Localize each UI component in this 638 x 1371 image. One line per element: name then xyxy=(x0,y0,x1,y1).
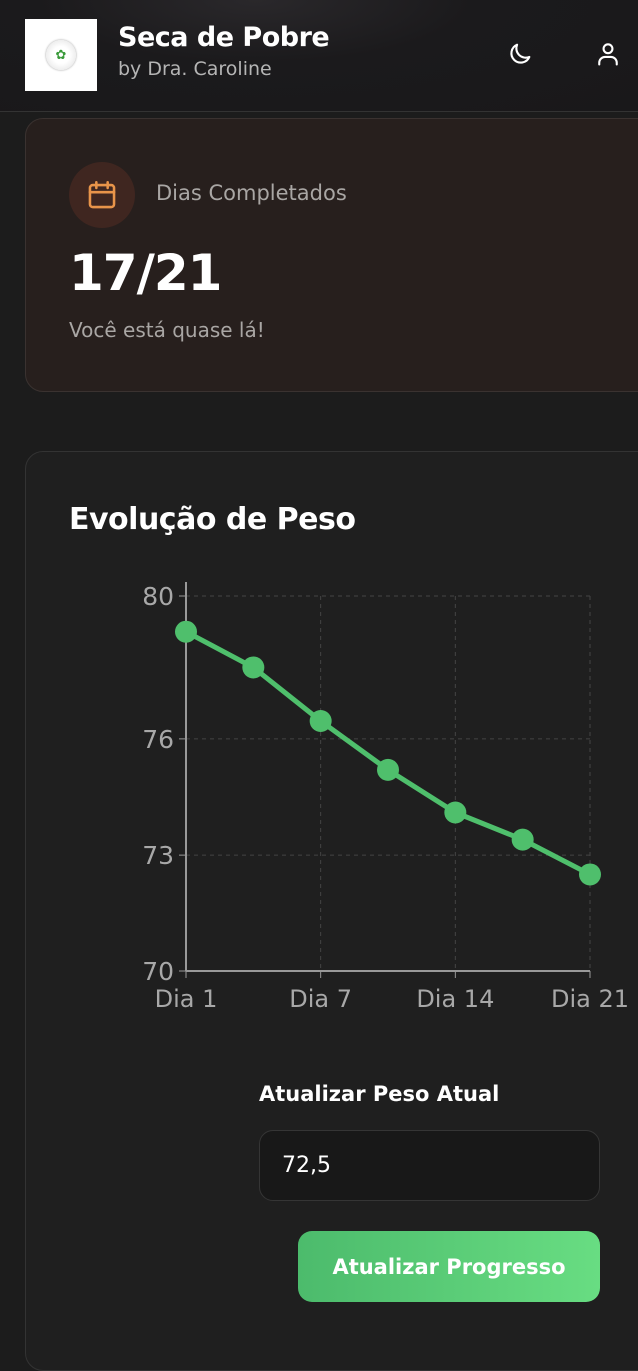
weight-point xyxy=(175,620,197,643)
days-completed-value: 17/21 xyxy=(69,244,222,302)
x-tick-label: Dia 21 xyxy=(551,985,629,1013)
current-weight-input[interactable] xyxy=(259,1130,600,1201)
encouragement-text: Você está quase lá! xyxy=(69,318,265,342)
weight-point xyxy=(377,758,399,781)
moon-icon[interactable] xyxy=(506,40,534,68)
y-tick-label: 73 xyxy=(142,841,174,870)
weight-evolution-card: Evolução de Peso 70 73 76 80 Dia 1 Dia 7 Dia 1… xyxy=(25,451,638,1371)
app-subtitle: by Dra. Caroline xyxy=(118,58,272,80)
x-tick-label: Dia 1 xyxy=(155,985,218,1013)
weight-point xyxy=(242,656,265,679)
weight-chart: 70 73 76 80 Dia 1 Dia 7 Dia 14 Dia 21 xyxy=(142,582,629,1013)
leaf-icon: ✿ xyxy=(46,40,76,70)
x-tick-label: Dia 14 xyxy=(416,985,494,1013)
calendar-icon xyxy=(88,180,116,209)
weight-point xyxy=(511,828,534,851)
y-tick-label: 76 xyxy=(142,725,174,754)
weight-point xyxy=(444,801,467,824)
calendar-icon-badge xyxy=(69,162,135,228)
app-title: Seca de Pobre xyxy=(118,22,330,53)
days-completed-card: Dias Completados 17/21 Você está quase l… xyxy=(25,118,638,392)
weight-point xyxy=(309,710,332,733)
app-logo: ✿ xyxy=(25,19,97,91)
user-icon[interactable] xyxy=(594,40,622,68)
update-progress-button[interactable]: Atualizar Progresso xyxy=(298,1231,600,1302)
x-tick-label: Dia 7 xyxy=(289,985,352,1013)
y-tick-label: 80 xyxy=(142,582,174,611)
app-header: ✿ Seca de Pobre by Dra. Caroline xyxy=(0,0,638,112)
weight-point xyxy=(579,863,601,886)
weight-input-label: Atualizar Peso Atual xyxy=(259,1082,500,1106)
days-completed-label: Dias Completados xyxy=(156,181,347,205)
y-tick-label: 70 xyxy=(142,957,174,986)
weight-chart-title: Evolução de Peso xyxy=(69,502,356,537)
